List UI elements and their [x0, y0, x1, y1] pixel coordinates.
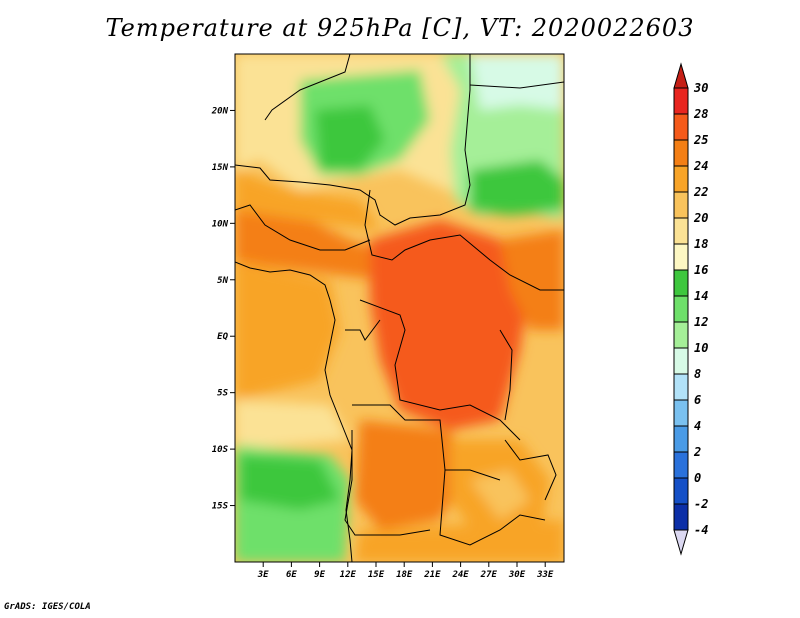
lat-tick-label: 10S: [212, 445, 229, 455]
lon-tick-label: 18E: [396, 570, 413, 580]
colorbar-label: 24: [693, 159, 708, 173]
colorbar-swatch: [673, 217, 689, 245]
colorbar-swatch: [673, 503, 689, 531]
lon-tick-label: 24E: [451, 570, 469, 580]
lat-tick-label: 20N: [211, 106, 229, 116]
colorbar-end-low: [673, 529, 689, 556]
colorbar-label: -4: [694, 523, 708, 537]
lat-tick-label: 5N: [217, 276, 228, 286]
lat-tick-label: EQ: [217, 332, 228, 342]
temperature-field: [235, 54, 564, 562]
lat-tick-label: 15S: [212, 502, 229, 512]
colorbar-label: 4: [694, 419, 701, 433]
lon-tick-label: 12E: [340, 570, 357, 580]
colorbar-swatch: [673, 295, 689, 323]
colorbar-label: 0: [694, 471, 701, 485]
longitude-axis: 3E 6E 9E 12E 15E 18E 21E 24E 27E 30E 33E: [257, 562, 554, 580]
lon-tick-label: 30E: [508, 570, 526, 580]
colorbar-end-high: [673, 62, 689, 89]
lat-tick-label: 15N: [212, 163, 229, 173]
colorbar-label: -2: [694, 497, 708, 511]
map-frame: [234, 53, 565, 563]
lon-tick-label: 15E: [368, 570, 385, 580]
colorbar-swatch: [673, 113, 689, 141]
colorbar-swatch: [673, 165, 689, 193]
colorbar-label: 30: [693, 81, 708, 95]
colorbar-label: 16: [694, 263, 708, 277]
colorbar-label: 2: [693, 445, 701, 459]
colorbar-label: 8: [694, 367, 701, 381]
colorbar-swatch: [673, 191, 689, 219]
lat-tick-label: 5S: [217, 389, 228, 399]
colorbar-label: 18: [694, 237, 708, 251]
colorbar-swatch: [673, 87, 689, 115]
lon-tick-label: 9E: [314, 570, 325, 580]
lon-tick-label: 6E: [286, 570, 297, 580]
colorbar-label: 14: [694, 289, 708, 303]
colorbar-swatch: [673, 139, 689, 167]
colorbar-swatch: [673, 373, 689, 401]
footer-credit: GrADS: IGES/COLA: [4, 602, 91, 612]
colorbar-label: 25: [693, 133, 708, 147]
colorbar-swatch: [673, 451, 689, 479]
colorbar-label: 28: [693, 107, 708, 121]
lon-tick-label: 21E: [423, 570, 441, 580]
colorbar-swatch: [673, 477, 689, 505]
lat-tick-label: 10N: [212, 219, 229, 229]
colorbar-swatch: [673, 425, 689, 453]
lon-tick-label: 3E: [257, 570, 269, 580]
colorbar-label: 10: [694, 341, 708, 355]
lon-tick-label: 33E: [536, 570, 554, 580]
colorbar-swatch: [673, 269, 689, 297]
colorbar-label: 22: [693, 185, 708, 199]
colorbar-swatch: [673, 243, 689, 271]
colorbar-label: 12: [694, 315, 708, 329]
colorbar-label: 20: [693, 211, 708, 225]
country-borders: [235, 54, 564, 546]
coastline: [235, 261, 353, 562]
lon-tick-label: 27E: [480, 570, 498, 580]
latitude-axis: 20N 15N 10N 5N EQ 5S 10S 15S: [211, 106, 235, 512]
colorbar-swatch: [673, 399, 689, 427]
map-title: Temperature at 925hPa [C], VT: 202002260…: [105, 14, 695, 42]
colorbar-swatch: [673, 321, 689, 349]
colorbar-label: 6: [694, 393, 701, 407]
colorbar-swatch: [673, 347, 689, 375]
